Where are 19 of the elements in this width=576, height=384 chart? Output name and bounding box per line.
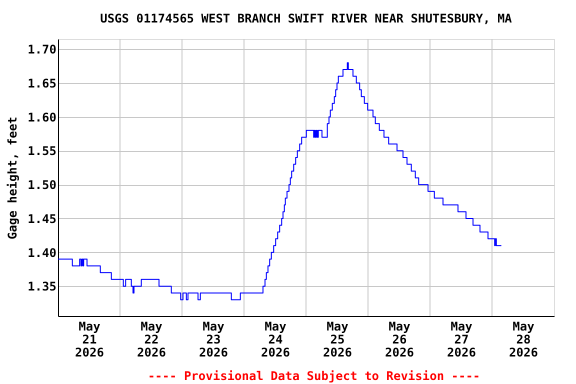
y-tick-label: 1.40 <box>28 246 56 260</box>
x-tick-label: May 28 2026 <box>509 320 538 360</box>
x-tick-label: May 22 2026 <box>137 320 166 360</box>
x-tick-label: May 21 2026 <box>75 320 104 360</box>
y-tick-label: 1.70 <box>28 42 56 57</box>
y-tick-label: 1.45 <box>28 212 56 226</box>
y-axis-title: Gage height, feet <box>6 116 20 240</box>
y-tick-label: 1.50 <box>28 178 56 192</box>
text: ---- Provisional Data Subject to Revision ---- <box>148 369 480 383</box>
x-tick-label: May 23 2026 <box>199 320 228 360</box>
x-tick-label: May 24 2026 <box>261 320 290 360</box>
y-tick-label: 1.35 <box>28 280 56 294</box>
x-tick-label: May 25 2026 <box>323 320 352 360</box>
y-tick-label: 1.55 <box>28 144 56 158</box>
y-tick-label: 1.65 <box>28 76 56 91</box>
x-tick-label: May 26 2026 <box>385 320 414 360</box>
x-tick-label: May 27 2026 <box>447 320 476 360</box>
y-tick-label: 1.60 <box>28 110 56 124</box>
chart-title: USGS 01174565 WEST BRANCH SWIFT RIVER NEAR SHUTESBURY, MA <box>100 12 513 26</box>
